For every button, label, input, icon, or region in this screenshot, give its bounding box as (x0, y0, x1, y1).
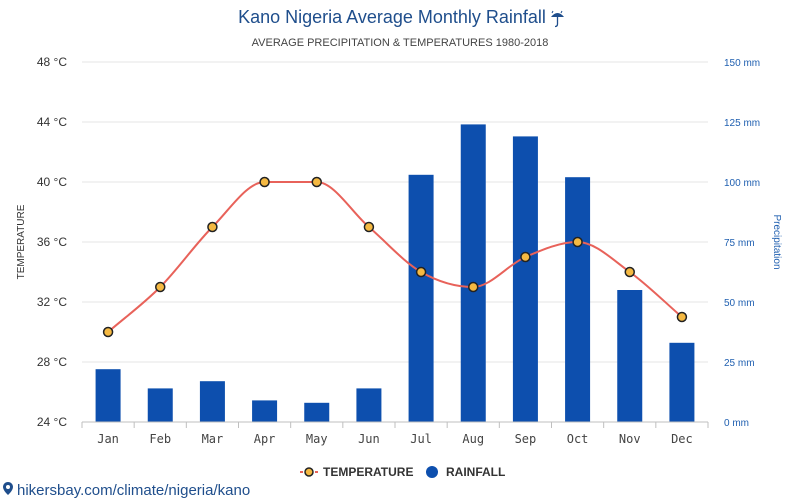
gridlines (82, 61, 708, 363)
left-tick-label: 28 °C (37, 355, 67, 369)
source-link[interactable]: hikersbay.com/climate/nigeria/kano (3, 482, 250, 499)
rainfall-bar-mar[interactable] (199, 381, 225, 422)
left-tick-label: 44 °C (37, 115, 67, 129)
temperature-point-nov[interactable] (624, 266, 635, 278)
temperature-line-path (107, 181, 683, 333)
right-tick-label: 150 mm (724, 58, 760, 69)
right-tick-label: 50 mm (724, 298, 755, 309)
x-tick-label: May (306, 432, 328, 446)
temperature-point-jul[interactable] (415, 266, 427, 278)
temperature-point-oct[interactable] (572, 236, 583, 248)
temperature-point-apr[interactable] (259, 176, 270, 188)
rainfall-bars (95, 124, 695, 423)
left-tick-label: 40 °C (37, 175, 67, 189)
temperature-line (102, 176, 688, 338)
legend-item-rainfall[interactable]: RAINFALL (426, 465, 505, 479)
x-tick-label: Sep (515, 432, 537, 446)
temperature-point-feb[interactable] (155, 281, 166, 293)
left-axis-ticks: 24 °C 28 °C 32 °C 36 °C 40 °C 44 °C 48 °C (37, 55, 67, 429)
rainfall-bar-may[interactable] (304, 402, 330, 422)
temperature-point-jan[interactable] (102, 326, 114, 338)
temperature-point-aug[interactable] (468, 281, 479, 293)
left-axis-title: TEMPERATURE (16, 204, 27, 279)
x-tick-label: Oct (567, 432, 589, 446)
umbrella-rain-icon (551, 10, 564, 28)
rainfall-bar-nov[interactable] (617, 290, 643, 422)
rainfall-bar-jul[interactable] (408, 174, 434, 422)
legend-item-temperature[interactable]: TEMPERATURE (300, 465, 413, 479)
right-axis-title: Precipitation (771, 214, 782, 269)
x-tick-label: Nov (619, 432, 641, 446)
right-axis-ticks: 0 mm 25 mm 50 mm 75 mm 100 mm 125 mm 150 mm (724, 58, 760, 429)
rainfall-bar-sep[interactable] (512, 136, 538, 422)
chart-subtitle: AVERAGE PRECIPITATION & TEMPERATURES 198… (252, 37, 549, 49)
x-tick-label: Jul (410, 432, 432, 446)
temperature-point-mar[interactable] (207, 221, 218, 233)
x-tick-label: Jan (97, 432, 119, 446)
title-group: Kano Nigeria Average Monthly Rainfall AV… (238, 7, 564, 49)
temperature-point-may[interactable] (311, 176, 322, 188)
x-tick-label: Jun (358, 432, 380, 446)
left-tick-label: 32 °C (37, 295, 67, 309)
rainfall-bar-apr[interactable] (252, 400, 278, 422)
rainfall-bar-jun[interactable] (356, 388, 382, 422)
x-axis-labels: Jan Feb Mar Apr May Jun Jul Aug Sep Oct Nov Dec (97, 432, 693, 446)
right-tick-label: 25 mm (724, 358, 755, 369)
right-tick-label: 100 mm (724, 178, 760, 189)
rainfall-bar-jan[interactable] (95, 369, 121, 422)
right-tick-label: 125 mm (724, 118, 760, 129)
right-tick-label: 0 mm (724, 418, 749, 429)
rainfall-bar-aug[interactable] (460, 124, 486, 423)
left-tick-label: 48 °C (37, 55, 67, 69)
x-axis (81, 421, 709, 428)
rainfall-bar-feb[interactable] (147, 388, 173, 422)
chart-title: Kano Nigeria Average Monthly Rainfall (238, 7, 546, 27)
x-tick-label: Aug (462, 432, 484, 446)
x-tick-label: Dec (671, 432, 693, 446)
map-pin-icon (3, 482, 13, 495)
legend-temperature-marker (304, 467, 314, 477)
legend-rainfall-label: RAINFALL (446, 465, 505, 479)
rainfall-bar-oct[interactable] (565, 177, 591, 422)
right-tick-label: 75 mm (724, 238, 755, 249)
legend-temperature-label: TEMPERATURE (323, 465, 413, 479)
left-tick-label: 24 °C (37, 415, 67, 429)
source-url[interactable]: hikersbay.com/climate/nigeria/kano (17, 482, 250, 499)
legend-rainfall-swatch (426, 466, 438, 478)
temperature-point-dec[interactable] (676, 311, 688, 323)
temperature-point-jun[interactable] (363, 221, 375, 233)
x-tick-label: Feb (149, 432, 171, 446)
x-tick-label: Mar (202, 432, 224, 446)
legend[interactable]: TEMPERATURE RAINFALL (300, 465, 505, 479)
temperature-point-sep[interactable] (520, 251, 531, 263)
rainfall-bar-dec[interactable] (669, 342, 695, 422)
x-tick-label: Apr (254, 432, 276, 446)
left-tick-label: 36 °C (37, 235, 67, 249)
